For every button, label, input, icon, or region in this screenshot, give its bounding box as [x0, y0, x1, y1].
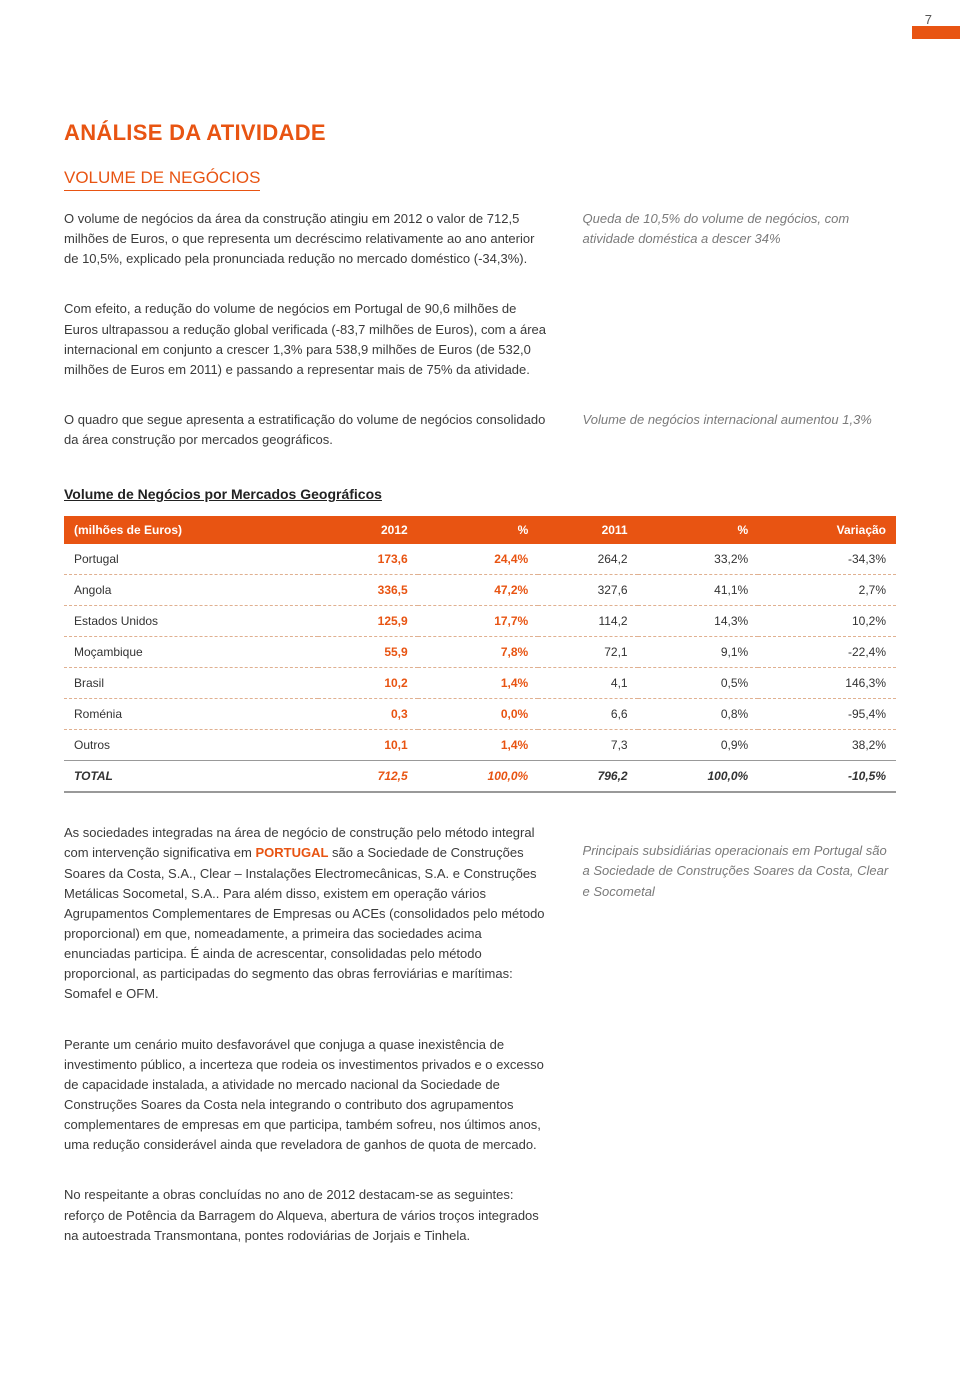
table-header-row: (milhões de Euros) 2012 % 2011 % Variaçã… — [64, 516, 896, 544]
paragraph-1: O volume de negócios da área da construç… — [64, 209, 547, 269]
row-pct2011: 0,8% — [638, 699, 759, 730]
accent-block — [912, 26, 960, 39]
row-label: Estados Unidos — [64, 606, 318, 637]
row-pct2011: 41,1% — [638, 575, 759, 606]
revenue-table: (milhões de Euros) 2012 % 2011 % Variaçã… — [64, 516, 896, 793]
row-pct2012: 47,2% — [418, 575, 539, 606]
paragraph-5: Perante um cenário muito desfavorável qu… — [64, 1035, 547, 1156]
total-2011: 796,2 — [538, 761, 637, 793]
row-label: Angola — [64, 575, 318, 606]
row-var: -34,3% — [758, 544, 896, 575]
col-var: Variação — [758, 516, 896, 544]
intro-row-2: Com efeito, a redução do volume de negóc… — [64, 299, 896, 394]
total-2012: 712,5 — [318, 761, 417, 793]
country-portugal: PORTUGAL — [255, 845, 328, 860]
row-2012: 55,9 — [318, 637, 417, 668]
row-pct2012: 7,8% — [418, 637, 539, 668]
table-row: Portugal173,624,4%264,233,2%-34,3% — [64, 544, 896, 575]
total-var: -10,5% — [758, 761, 896, 793]
callout-3: Principais subsidiárias operacionais em … — [583, 841, 896, 901]
row-2011: 7,3 — [538, 730, 637, 761]
row-pct2012: 1,4% — [418, 730, 539, 761]
row-2011: 4,1 — [538, 668, 637, 699]
row-2011: 72,1 — [538, 637, 637, 668]
paragraph-4b: são a Sociedade de Construções Soares da… — [64, 845, 545, 1001]
row-var: 10,2% — [758, 606, 896, 637]
col-pct2012: % — [418, 516, 539, 544]
paragraph-6: No respeitante a obras concluídas no ano… — [64, 1185, 547, 1245]
row-var: -22,4% — [758, 637, 896, 668]
row-pct2012: 1,4% — [418, 668, 539, 699]
row-label: Portugal — [64, 544, 318, 575]
row-2012: 336,5 — [318, 575, 417, 606]
intro-row-3: O quadro que segue apresenta a estratifi… — [64, 410, 896, 464]
col-2011: 2011 — [538, 516, 637, 544]
col-label: (milhões de Euros) — [64, 516, 318, 544]
row-2011: 114,2 — [538, 606, 637, 637]
row-2011: 264,2 — [538, 544, 637, 575]
row-2012: 10,2 — [318, 668, 417, 699]
table-row: Angola336,547,2%327,641,1%2,7% — [64, 575, 896, 606]
paragraph-2: Com efeito, a redução do volume de negóc… — [64, 299, 547, 380]
row-2012: 0,3 — [318, 699, 417, 730]
row-pct2011: 33,2% — [638, 544, 759, 575]
page-title: ANÁLISE DA ATIVIDADE — [64, 120, 896, 146]
row-label: Brasil — [64, 668, 318, 699]
row-label: Moçambique — [64, 637, 318, 668]
callout-1: Queda de 10,5% do volume de negócios, co… — [583, 209, 896, 249]
row-pct2011: 0,9% — [638, 730, 759, 761]
row-var: 38,2% — [758, 730, 896, 761]
col-pct2011: % — [638, 516, 759, 544]
row-pct2011: 14,3% — [638, 606, 759, 637]
row-pct2012: 24,4% — [418, 544, 539, 575]
table-row: Estados Unidos125,917,7%114,214,3%10,2% — [64, 606, 896, 637]
total-label: TOTAL — [64, 761, 318, 793]
page-number: 7 — [925, 12, 932, 27]
row-var: -95,4% — [758, 699, 896, 730]
bottom-row-3: No respeitante a obras concluídas no ano… — [64, 1185, 896, 1259]
row-pct2012: 17,7% — [418, 606, 539, 637]
intro-row-1: O volume de negócios da área da construç… — [64, 209, 896, 283]
row-pct2011: 9,1% — [638, 637, 759, 668]
paragraph-4: As sociedades integradas na área de negó… — [64, 823, 547, 1004]
table-row: Brasil10,21,4%4,10,5%146,3% — [64, 668, 896, 699]
row-var: 146,3% — [758, 668, 896, 699]
bottom-row-1: As sociedades integradas na área de negó… — [64, 823, 896, 1018]
row-2012: 10,1 — [318, 730, 417, 761]
table-row: Outros10,11,4%7,30,9%38,2% — [64, 730, 896, 761]
bottom-row-2: Perante um cenário muito desfavorável qu… — [64, 1035, 896, 1170]
table-row: Moçambique55,97,8%72,19,1%-22,4% — [64, 637, 896, 668]
total-pct2012: 100,0% — [418, 761, 539, 793]
row-2012: 173,6 — [318, 544, 417, 575]
table-total-row: TOTAL 712,5 100,0% 796,2 100,0% -10,5% — [64, 761, 896, 793]
row-pct2012: 0,0% — [418, 699, 539, 730]
row-label: Roménia — [64, 699, 318, 730]
callout-2: Volume de negócios internacional aumento… — [583, 410, 896, 430]
table-title: Volume de Negócios por Mercados Geográfi… — [64, 486, 896, 502]
section-subtitle: VOLUME DE NEGÓCIOS — [64, 168, 260, 191]
total-pct2011: 100,0% — [638, 761, 759, 793]
paragraph-3: O quadro que segue apresenta a estratifi… — [64, 410, 547, 450]
row-label: Outros — [64, 730, 318, 761]
row-2011: 327,6 — [538, 575, 637, 606]
col-2012: 2012 — [318, 516, 417, 544]
row-var: 2,7% — [758, 575, 896, 606]
table-row: Roménia0,30,0%6,60,8%-95,4% — [64, 699, 896, 730]
page-content: ANÁLISE DA ATIVIDADE VOLUME DE NEGÓCIOS … — [0, 0, 960, 1316]
row-2012: 125,9 — [318, 606, 417, 637]
row-2011: 6,6 — [538, 699, 637, 730]
row-pct2011: 0,5% — [638, 668, 759, 699]
